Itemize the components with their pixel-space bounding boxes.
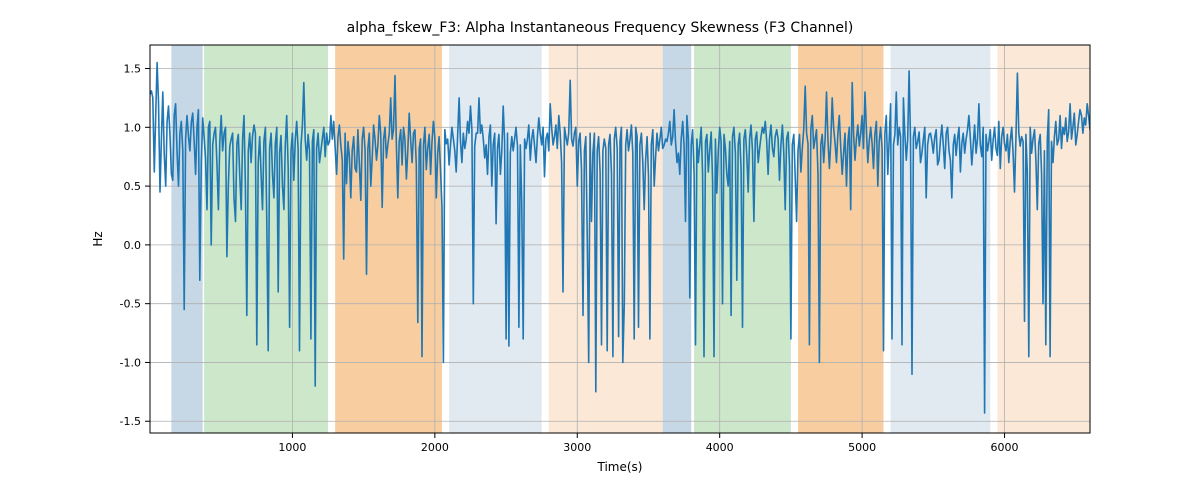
region-band [449, 45, 542, 433]
y-tick-label: 0.0 [124, 239, 142, 252]
x-tick-label: 2000 [421, 441, 449, 454]
region-band [663, 45, 691, 433]
x-tick-label: 5000 [848, 441, 876, 454]
x-tick-label: 3000 [563, 441, 591, 454]
x-tick-label: 1000 [278, 441, 306, 454]
x-tick-label: 6000 [991, 441, 1019, 454]
y-tick-label: -1.5 [120, 415, 141, 428]
region-band [335, 45, 442, 433]
chart-container: alpha_fskew_F3: Alpha Instantaneous Freq… [0, 0, 1200, 500]
region-band [891, 45, 991, 433]
y-tick-label: -0.5 [120, 298, 141, 311]
chart-title: alpha_fskew_F3: Alpha Instantaneous Freq… [0, 20, 1200, 36]
y-tick-label: -1.0 [120, 356, 141, 369]
y-tick-label: 1.5 [124, 63, 142, 76]
chart-svg: 1000 2000 3000 4000 5000 6000 -1.5 -1.0 -0.5 0.0 0… [0, 0, 1200, 500]
y-tick-label: 1.0 [124, 121, 142, 134]
y-axis-label: Hz [91, 231, 105, 246]
x-axis-label: Time(s) [597, 460, 643, 474]
y-tick-label: 0.5 [124, 180, 142, 193]
region-group [171, 45, 1090, 433]
x-tick-label: 4000 [706, 441, 734, 454]
